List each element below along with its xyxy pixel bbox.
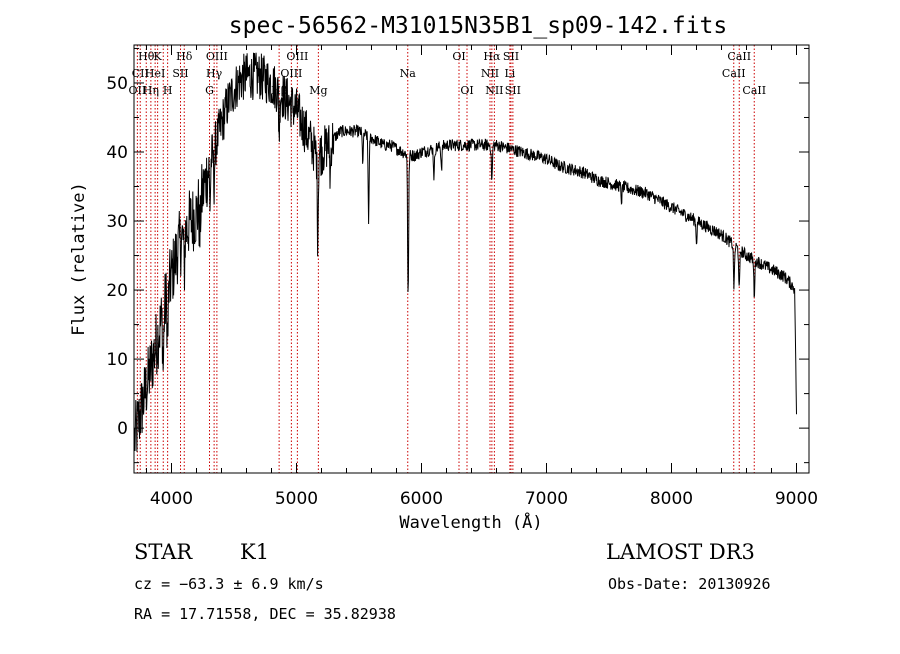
spectral-line-label: Hγ: [206, 67, 223, 80]
spectral-line-label: OII: [129, 84, 147, 97]
spectral-line-label: Hα: [483, 50, 501, 63]
spectral-line-label: OIII: [280, 67, 302, 80]
spectral-line-label: Na: [400, 67, 417, 80]
y-tick-label: 20: [106, 281, 128, 301]
spectral-line-label: H: [163, 84, 173, 97]
spectral-line-label: OIII: [286, 50, 308, 63]
redshift-text: cz = −63.3 ± 6.9 km/s: [134, 575, 324, 593]
spectral-line-label: OI: [452, 50, 465, 63]
spectral-line-label: CaII: [727, 50, 751, 63]
x-axis-ticks: 4000 5000 6000 7000 8000 9000: [146, 45, 818, 509]
spectral-line-label: NII: [485, 84, 503, 97]
spectral-line-label: SII: [505, 84, 521, 97]
spectral-line-label: OIII: [206, 50, 228, 63]
spectrum-series-line: [134, 52, 797, 452]
obs-date-text: Obs-Date: 20130926: [608, 575, 771, 593]
y-tick-label: 50: [106, 74, 128, 94]
spectral-line-label: CII: [132, 67, 149, 80]
chart-title: spec-56562-M31015N35B1_sp09-142.fits: [229, 13, 728, 39]
spectral-line-label: SII: [172, 67, 188, 80]
y-tick-label: 30: [106, 212, 128, 232]
spectral-line-label: CaII: [742, 84, 766, 97]
spectral-line-label: HeI: [145, 67, 165, 80]
spectral-line-label: NII: [481, 67, 499, 80]
spectral-line-label: Hθ: [138, 50, 155, 63]
spectral-line-label: Hδ: [176, 50, 193, 63]
spectral-line-label: Li: [504, 67, 515, 80]
survey-label: LAMOST DR3: [606, 540, 755, 564]
y-axis-label: Flux (relative): [69, 182, 89, 336]
x-tick-label: 7000: [525, 489, 568, 509]
spectral-line-markers: [136, 45, 755, 473]
x-axis-label: Wavelength (Å): [399, 511, 542, 533]
x-tick-label: 6000: [400, 489, 443, 509]
object-class: STAR: [134, 540, 193, 564]
x-tick-label: 5000: [275, 489, 318, 509]
spectral-line-labels: OIICIIHθHηHeIKHSIIHδGHγOIIIHβOIIIOIIIMgN…: [129, 50, 767, 97]
spectral-line-label: CaII: [722, 67, 746, 80]
spectral-line-label: SII: [503, 50, 519, 63]
spectral-line-label: Hη: [143, 84, 159, 97]
x-tick-label: 4000: [150, 489, 193, 509]
x-tick-label: 8000: [650, 489, 693, 509]
plot-frame: [133, 44, 810, 474]
y-tick-label: 40: [106, 143, 128, 163]
x-tick-label: 9000: [775, 489, 818, 509]
y-tick-label: 0: [117, 419, 128, 439]
spectral-line-label: K: [154, 50, 163, 63]
spectral-line-label: Mg: [309, 84, 327, 97]
spectral-line-label: G: [205, 84, 214, 97]
object-subclass: K1: [240, 540, 269, 564]
y-tick-label: 10: [106, 350, 128, 370]
spectral-line-label: OI: [460, 84, 473, 97]
coordinates-text: RA = 17.71558, DEC = 35.82938: [134, 605, 396, 623]
y-axis-ticks: 0 10 20 30 40 50: [106, 47, 809, 464]
